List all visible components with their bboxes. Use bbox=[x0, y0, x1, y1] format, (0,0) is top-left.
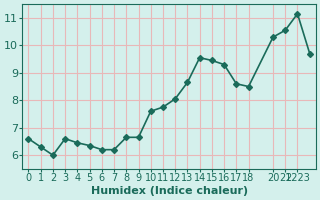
X-axis label: Humidex (Indice chaleur): Humidex (Indice chaleur) bbox=[91, 186, 248, 196]
